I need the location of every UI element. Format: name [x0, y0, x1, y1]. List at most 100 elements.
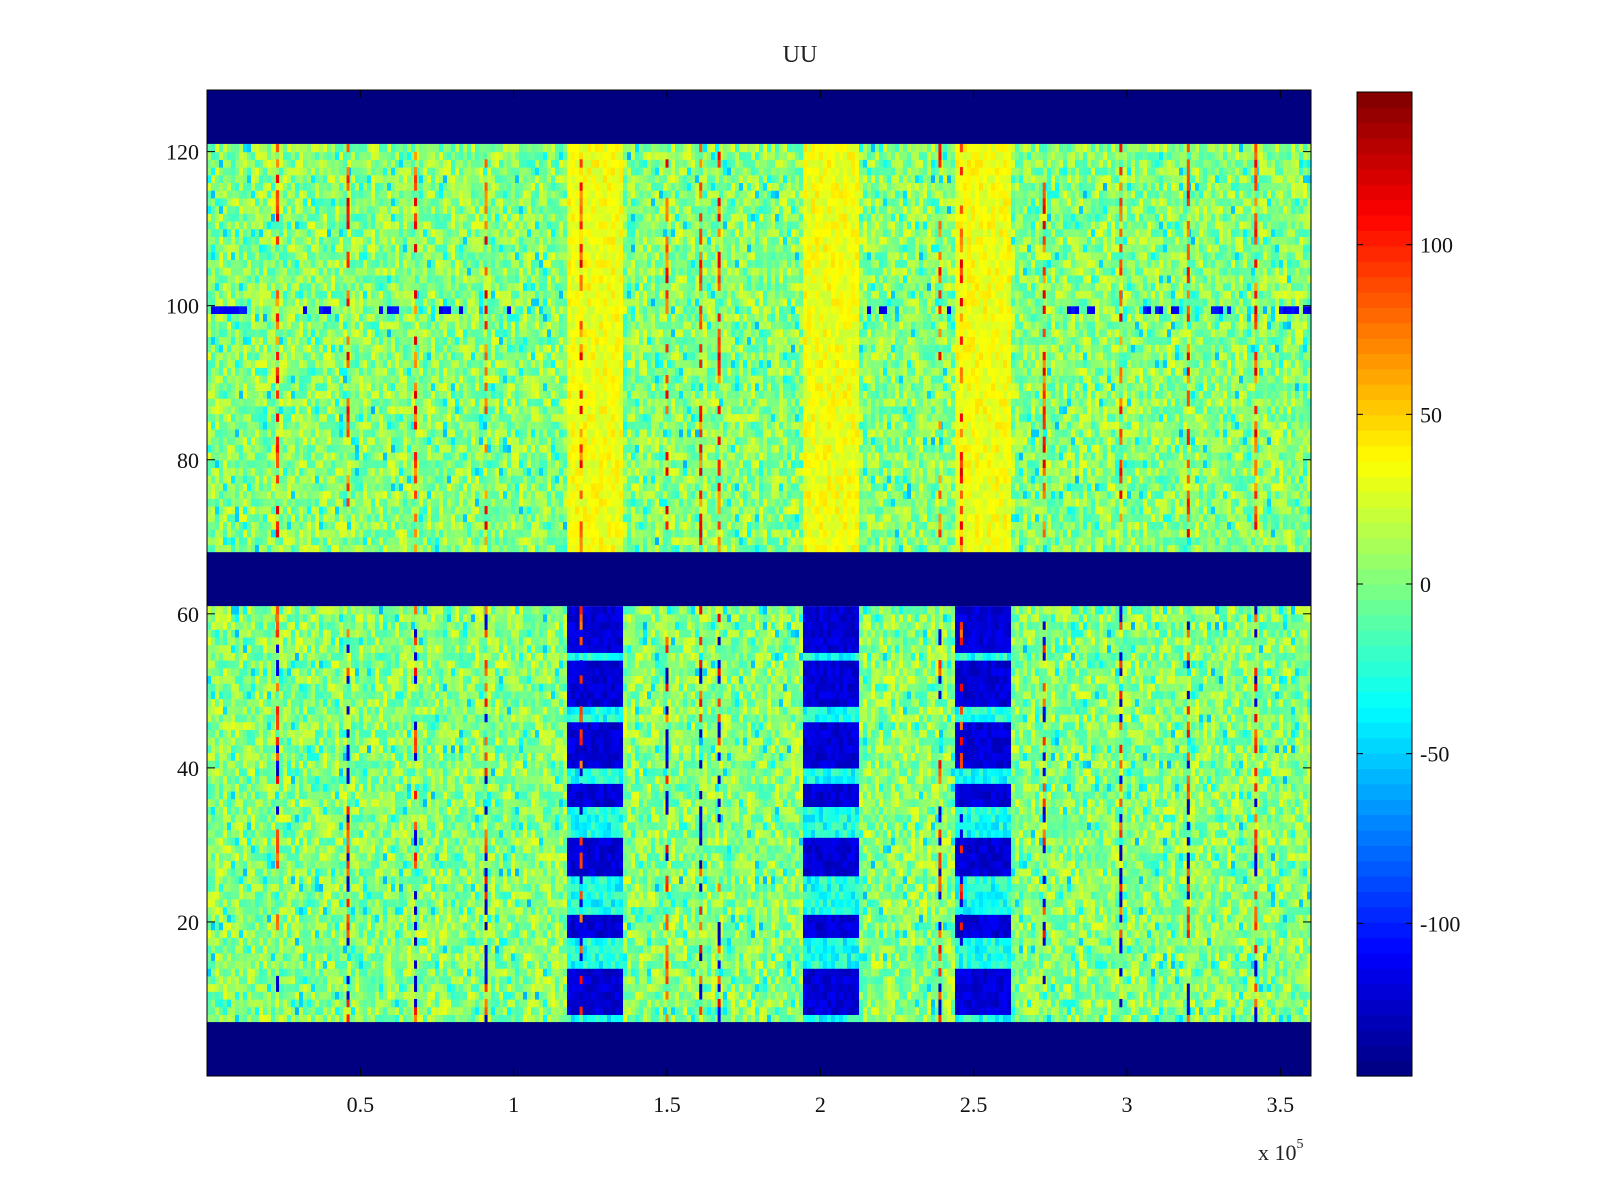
heatmap-cell: [615, 883, 620, 892]
heatmap-cell: [1011, 929, 1016, 938]
heatmap-cell: [795, 1006, 800, 1015]
heatmap-cell: [1099, 945, 1104, 954]
heatmap-cell: [411, 945, 416, 954]
heatmap-cell: [495, 883, 500, 892]
heatmap-cell: [931, 929, 936, 938]
heatmap-cell: [867, 921, 872, 931]
heatmap-cell: [911, 991, 916, 1000]
heatmap-cell: [475, 914, 480, 923]
heatmap-cell: [303, 937, 308, 946]
heatmap-cell: [1275, 921, 1280, 931]
heatmap-cell: [1175, 883, 1180, 892]
heatmap-cell: [683, 921, 688, 931]
heatmap-cell: [979, 945, 984, 954]
heatmap-cell: [663, 914, 668, 923]
heatmap-cell: [687, 898, 692, 908]
heatmap-cell: [247, 1014, 252, 1023]
heatmap-cell: [1259, 945, 1264, 954]
heatmap-cell: [627, 983, 632, 992]
heatmap-cell: [1195, 929, 1200, 938]
heatmap-cell: [631, 968, 636, 977]
heatmap-cell: [423, 906, 428, 915]
heatmap-cell: [843, 914, 848, 923]
heatmap-cell: [427, 883, 432, 892]
heatmap-cell: [943, 975, 948, 985]
heatmap-cell: [767, 952, 772, 962]
heatmap-cell: [699, 1014, 704, 1023]
heatmap-cell: [751, 921, 756, 931]
heatmap-cell: [299, 983, 304, 992]
heatmap-cell: [303, 945, 308, 954]
heatmap-cell: [411, 891, 416, 900]
heatmap-cell: [599, 914, 604, 923]
heatmap-cell: [255, 998, 260, 1008]
heatmap-cell: [987, 906, 992, 915]
heatmap-cell: [1207, 898, 1212, 908]
heatmap-cell: [1091, 945, 1096, 954]
heatmap-cell: [539, 952, 544, 962]
heatmap-cell: [943, 983, 948, 992]
heatmap-cell: [991, 883, 996, 892]
heatmap-cell: [1011, 914, 1016, 923]
heatmap-cell: [655, 975, 660, 985]
heatmap-cell: [871, 883, 876, 892]
heatmap-cell: [235, 929, 240, 938]
heatmap-cell: [615, 975, 620, 985]
heatmap-cell: [619, 975, 624, 985]
heatmap-cell: [347, 906, 352, 915]
heatmap-cell: [1271, 1014, 1276, 1023]
heatmap-cell: [603, 891, 608, 900]
heatmap-cell: [515, 937, 520, 946]
heatmap-cell: [271, 914, 276, 923]
heatmap-cell: [979, 898, 984, 908]
heatmap-cell: [643, 998, 648, 1008]
heatmap-cell: [779, 1006, 784, 1015]
heatmap-cell: [435, 968, 440, 977]
heatmap-cell: [883, 891, 888, 900]
heatmap-cell: [223, 968, 228, 977]
heatmap-cell: [1175, 968, 1180, 977]
heatmap-cell: [1055, 952, 1060, 962]
heatmap-cell: [1059, 975, 1064, 985]
heatmap-cell: [1203, 891, 1208, 900]
heatmap-cell: [303, 1014, 308, 1023]
heatmap-cell: [991, 968, 996, 977]
heatmap-cell: [667, 1006, 672, 1015]
heatmap-cell: [595, 968, 600, 977]
heatmap-cell: [827, 921, 832, 931]
heatmap-cell: [1075, 937, 1080, 946]
heatmap-cell: [771, 991, 776, 1000]
heatmap-cell: [1103, 891, 1108, 900]
heatmap-cell: [487, 998, 492, 1008]
heatmap-cell: [795, 998, 800, 1008]
heatmap-cell: [407, 968, 412, 977]
heatmap-cell: [311, 914, 316, 923]
heatmap-cell: [1051, 929, 1056, 938]
heatmap-cell: [427, 983, 432, 992]
heatmap-cell: [359, 975, 364, 985]
heatmap-cell: [1243, 1014, 1248, 1023]
heatmap-cell: [451, 952, 456, 962]
heatmap-cell: [1195, 945, 1200, 954]
heatmap-cell: [655, 960, 660, 969]
heatmap-cell: [663, 883, 668, 892]
heatmap-cell: [327, 945, 332, 954]
heatmap-cell: [827, 991, 832, 1000]
heatmap-cell: [227, 975, 232, 985]
heatmap-cell: [683, 914, 688, 923]
heatmap-cell: [1279, 975, 1284, 985]
heatmap-cell: [283, 975, 288, 985]
heatmap-cell: [1191, 914, 1196, 923]
heatmap-cell: [975, 921, 980, 931]
heatmap-cell: [687, 998, 692, 1008]
heatmap-cell: [1191, 975, 1196, 985]
heatmap-cell: [963, 937, 968, 946]
heatmap-cell: [259, 906, 264, 915]
heatmap-cell: [819, 898, 824, 908]
heatmap-cell: [215, 906, 220, 915]
heatmap-cell: [367, 991, 372, 1000]
heatmap-cell: [731, 968, 736, 977]
heatmap-cell: [443, 929, 448, 938]
heatmap-cell: [1255, 952, 1260, 962]
heatmap-cell: [619, 1006, 624, 1015]
